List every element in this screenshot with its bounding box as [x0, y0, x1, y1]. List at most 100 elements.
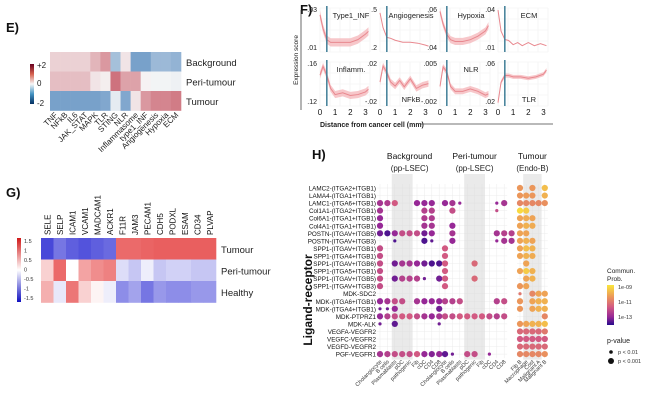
colorbar-tick: 0 [37, 79, 42, 88]
x-tick: 1 [393, 108, 398, 117]
subplot-title: TLR [522, 95, 537, 104]
row-label: MDK-PTPRZ1 [336, 314, 377, 321]
subplot-title: Hypoxia [457, 11, 485, 20]
heatmap-cell [120, 71, 131, 92]
dot [523, 215, 530, 222]
dot [529, 192, 536, 199]
subplot-title: NLR [463, 65, 479, 74]
heatmap-cell [120, 52, 131, 72]
dot [541, 335, 548, 343]
dot [430, 239, 434, 243]
trend-line [497, 10, 547, 47]
heatmap-cell [128, 281, 142, 303]
heatmap-cell [90, 52, 101, 72]
heatmap-cell [103, 259, 117, 282]
heatmap-cell [166, 238, 179, 260]
dot [449, 222, 456, 229]
row-label: MDK-SDC2 [343, 291, 376, 298]
panel-g-label: G) [6, 185, 21, 200]
dot [441, 283, 449, 290]
y-tick: .12 [307, 99, 317, 106]
dot [421, 298, 428, 305]
row-label: Col1A1-(ITGA2+ITGB1) [309, 208, 376, 215]
row-label: MDK-(ITGA6+ITGB1) [316, 299, 376, 306]
x-tick: 1 [511, 108, 516, 117]
dot [501, 237, 508, 244]
row-label: LAMC2-(ITGA2+ITGB1) [309, 186, 376, 193]
legend-size-item: p < 0.01 [618, 350, 638, 356]
dot [523, 260, 530, 267]
dot [529, 351, 536, 358]
heatmap-cell [80, 71, 91, 92]
legend-color-title: Commun. [607, 268, 635, 275]
colorbar [17, 238, 21, 302]
dot [495, 201, 499, 205]
dot [449, 313, 456, 320]
dot [529, 267, 536, 275]
dot [421, 207, 428, 214]
subplot-title: ECM [521, 11, 538, 20]
trend-line [497, 69, 547, 103]
heatmap-cell [110, 91, 121, 111]
dot [529, 298, 536, 305]
dot [378, 322, 382, 326]
row-label: PGF-VEGFR1 [336, 352, 377, 359]
y-tick: .5 [371, 7, 377, 14]
row-label: Background [186, 58, 237, 69]
dot [529, 200, 536, 207]
heatmap-cell [130, 71, 141, 92]
dot [428, 351, 435, 358]
dot [501, 298, 508, 305]
dot [384, 313, 391, 320]
heatmap-cell [66, 238, 79, 260]
dot [413, 260, 421, 267]
heatmap-cell [153, 238, 167, 260]
subplot-nfkb: .02 -.02 NFkB 0 1 2 3 [365, 60, 431, 117]
dot [413, 230, 421, 237]
dot [399, 230, 406, 237]
heatmap-cell [66, 281, 79, 303]
heatmap-cell [141, 259, 154, 282]
dot [493, 298, 500, 305]
row-label: Peri-tumour [221, 266, 271, 277]
dot [493, 230, 500, 237]
x-tick: 3 [541, 108, 546, 117]
dot [376, 230, 384, 237]
row-label: POSTN-(ITGAV+ITGB3) [308, 238, 376, 245]
row-label: SPP1-(ITGAV+ITGB6) [313, 261, 376, 268]
dot [376, 313, 384, 320]
heatmap-cell [91, 281, 104, 303]
y-tick: .16 [307, 61, 317, 68]
heatmap-cell [53, 259, 67, 282]
column-label: VCAM1 [81, 207, 90, 235]
x-label: cDC [481, 359, 493, 371]
column-label: PODXL [168, 207, 177, 235]
dot [487, 352, 491, 356]
dot [516, 184, 524, 192]
colorbar-tick: 1e-13 [618, 315, 632, 321]
dot [376, 207, 384, 214]
x-tick: 2 [468, 108, 473, 117]
heatmap-cell [191, 259, 204, 282]
dot [535, 351, 542, 358]
dot [441, 313, 449, 320]
highlight-band [464, 174, 485, 360]
heatmap-cell [90, 71, 101, 92]
confidence-band [440, 63, 489, 99]
dot [391, 230, 398, 237]
dot [541, 343, 548, 350]
heatmap-cell [130, 52, 141, 72]
heatmap-cell [60, 71, 71, 92]
confidence-band [320, 10, 369, 47]
heatmap-cell [60, 52, 71, 72]
subplot-title: Type1_INF [333, 11, 370, 20]
dot [529, 320, 536, 327]
colorbar-tick: 1e-11 [618, 300, 632, 306]
dot [529, 290, 536, 297]
x-tick: 3 [363, 108, 368, 117]
group-subtitle: (Endo-B) [516, 164, 548, 173]
heatmap-cell [53, 238, 67, 260]
panel-e-label: E) [6, 20, 19, 35]
dot [516, 267, 524, 275]
